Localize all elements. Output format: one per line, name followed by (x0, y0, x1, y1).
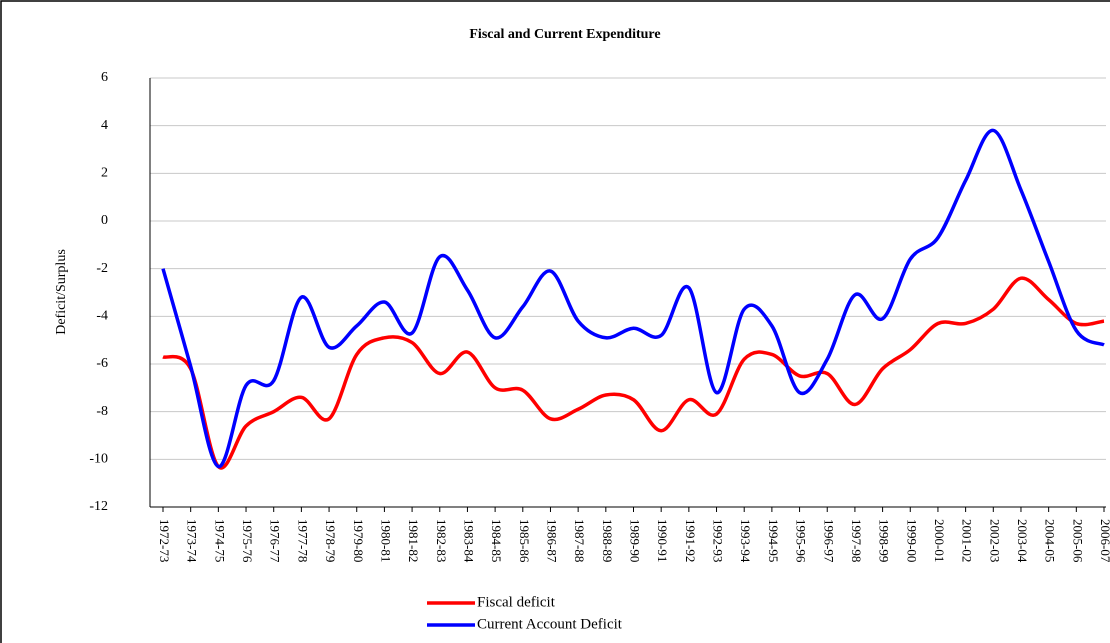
y-tick-label: -8 (96, 404, 108, 419)
x-tick-label: 1984-85 (489, 519, 504, 562)
x-tick-label: 1992-93 (711, 519, 726, 562)
y-axis-label: Deficit/Surplus (54, 249, 69, 335)
legend-label: Current Account Deficit (477, 616, 623, 632)
x-tick-label: 1997-98 (849, 519, 864, 562)
x-tick-label: 2006-07 (1098, 519, 1110, 563)
x-tick-label: 2000-01 (932, 519, 947, 562)
x-tick-label: 2002-03 (987, 519, 1002, 562)
x-tick-label: 1978-79 (323, 519, 338, 562)
x-tick-label: 1996-97 (821, 519, 836, 563)
series-line (162, 276, 1105, 470)
y-tick-label: 4 (101, 118, 108, 133)
x-tick-label: 1999-00 (904, 519, 919, 562)
x-tick-label: 1988-89 (600, 519, 615, 562)
x-tick-label: 1986-87 (544, 519, 559, 563)
x-tick-label: 1972-73 (157, 519, 172, 562)
x-tick-label: 1975-76 (240, 519, 255, 563)
x-tick-label: 1973-74 (185, 519, 200, 563)
x-tick-label: 1987-88 (572, 519, 587, 562)
y-tick-label: 6 (101, 70, 108, 85)
x-tick-label: 1985-86 (517, 519, 532, 563)
chart-title: Fiscal and Current Expenditure (469, 27, 660, 42)
x-tick-label: 1998-99 (877, 519, 892, 562)
y-tick-label: 2 (101, 166, 108, 181)
x-tick-label: 1981-82 (406, 519, 421, 562)
x-tick-label: 2004-05 (1043, 519, 1058, 562)
x-tick-label: 1980-81 (378, 519, 393, 562)
series-line (161, 128, 1105, 469)
x-tick-label: 1994-95 (766, 519, 781, 562)
x-tick-label: 1993-94 (738, 519, 753, 563)
x-tick-label: 1991-92 (683, 519, 698, 562)
y-tick-label: -12 (89, 499, 108, 514)
x-tick-label: 1979-80 (351, 519, 366, 562)
x-tick-label: 1974-75 (212, 519, 227, 562)
y-tick-label: -6 (96, 356, 108, 371)
legend-label: Fiscal deficit (477, 594, 556, 610)
x-tick-label: 1995-96 (794, 519, 809, 563)
x-tick-label: 2003-04 (1015, 519, 1030, 563)
x-tick-label: 1977-78 (295, 519, 310, 562)
x-tick-label: 1990-91 (655, 519, 670, 562)
x-tick-label: 2001-02 (960, 519, 975, 562)
x-tick-label: 1989-90 (628, 519, 643, 562)
x-tick-label: 1983-84 (461, 519, 476, 563)
y-tick-label: -10 (89, 452, 108, 467)
y-tick-label: -2 (96, 261, 108, 276)
x-tick-label: 1976-77 (268, 519, 283, 563)
y-tick-label: -4 (96, 309, 108, 324)
x-tick-label: 1982-83 (434, 519, 449, 562)
x-tick-label: 2005-06 (1070, 519, 1085, 563)
y-tick-label: 0 (101, 213, 108, 228)
